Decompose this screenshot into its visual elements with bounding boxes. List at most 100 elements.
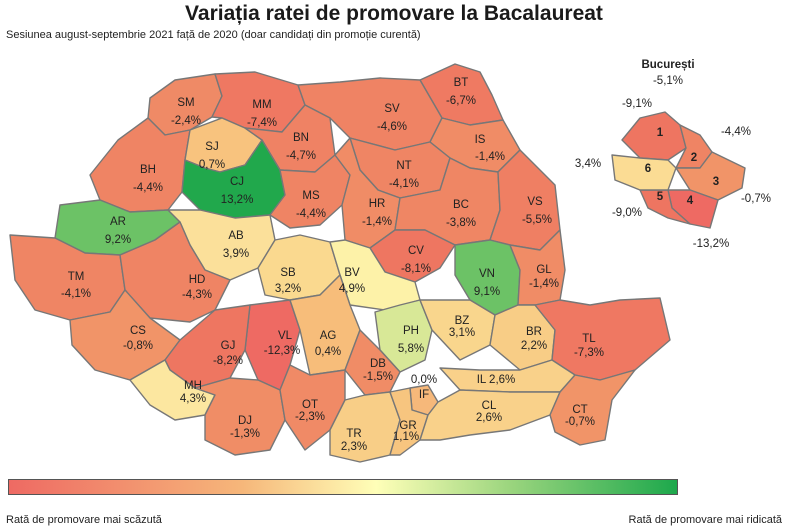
bucharest-title: București xyxy=(641,59,694,71)
county-code-gj: GJ xyxy=(221,340,236,352)
county-code-cs: CS xyxy=(130,325,146,337)
bucharest-total: -5,1% xyxy=(653,75,683,87)
county-value-nt: -4,1% xyxy=(389,178,419,190)
county-code-ph: PH xyxy=(403,325,419,337)
county-value-ph: 5,8% xyxy=(398,343,424,355)
county-value-ag: 0,4% xyxy=(315,346,341,358)
county-value-sb: 3,2% xyxy=(275,283,301,295)
county-value-gj: -8,2% xyxy=(213,355,243,367)
county-value-ms: -4,4% xyxy=(296,208,326,220)
county-value-sj: 0,7% xyxy=(199,159,225,171)
county-code-ab: AB xyxy=(228,230,244,242)
sector-number-3: 3 xyxy=(713,176,719,188)
county-value-sm: -2,4% xyxy=(171,115,201,127)
county-value-cv: -8,1% xyxy=(401,263,431,275)
county-code-ar: AR xyxy=(110,216,126,228)
county-value-gl: -1,4% xyxy=(529,278,559,290)
county-value-hr: -1,4% xyxy=(362,216,392,228)
county-value-is: -1,4% xyxy=(475,151,505,163)
county-value-cj: 13,2% xyxy=(221,194,254,206)
county-code-vs: VS xyxy=(527,196,543,208)
county-value-hd: -4,3% xyxy=(182,289,212,301)
bucharest-inset: București -5,1% 1 -9,1% 2 -4,4% 3 -0,7% 4 -13,2% 5… xyxy=(575,59,771,250)
sector-value-1: -9,1% xyxy=(622,98,652,110)
county-value-bn: -4,7% xyxy=(286,150,316,162)
county-code-dj: DJ xyxy=(238,415,252,427)
county-code-bv: BV xyxy=(344,267,360,279)
county-code-ag: AG xyxy=(320,330,337,342)
sector-value-6: 3,4% xyxy=(575,158,601,170)
county-code-mh: MH xyxy=(184,380,202,392)
sector-number-6: 6 xyxy=(645,163,651,175)
county-code-tl: TL xyxy=(582,333,596,345)
county-code-mm: MM xyxy=(252,99,271,111)
county-value-cl: 2,6% xyxy=(476,412,502,424)
county-value-cs: -0,8% xyxy=(123,340,153,352)
sector-value-2: -4,4% xyxy=(721,126,751,138)
county-value-ct: -0,7% xyxy=(565,416,595,428)
county-tl xyxy=(534,297,671,381)
sector-value-5: -9,0% xyxy=(612,207,642,219)
sector-number-4: 4 xyxy=(687,195,694,207)
county-regions xyxy=(9,63,671,463)
sector-number-5: 5 xyxy=(657,191,664,203)
county-code-bn: BN xyxy=(293,132,309,144)
county-code-hd: HD xyxy=(189,274,206,286)
sector-number-1: 1 xyxy=(657,127,664,139)
county-value-vn: 9,1% xyxy=(474,286,500,298)
county-value-bz: 3,1% xyxy=(449,327,475,339)
county-code-ct: CT xyxy=(572,404,587,416)
county-value-vs: -5,5% xyxy=(522,214,552,226)
county-code-br: BR xyxy=(526,326,542,338)
county-value-bc: -3,8% xyxy=(446,217,476,229)
sector-value-3: -0,7% xyxy=(741,193,771,205)
county-value-ab: 3,9% xyxy=(223,248,249,260)
county-code-bh: BH xyxy=(140,164,156,176)
county-code-cv: CV xyxy=(408,245,424,257)
county-code-hr: HR xyxy=(369,198,386,210)
county-code-ms: MS xyxy=(302,190,320,202)
county-value-dj: -1,3% xyxy=(230,428,260,440)
sector-number-2: 2 xyxy=(691,152,697,164)
county-value-mm: -7,4% xyxy=(247,117,277,129)
county-value-gr: 1,1% xyxy=(393,431,419,443)
county-value-tm: -4,1% xyxy=(61,288,91,300)
county-ct xyxy=(549,369,636,446)
county-code-bc: BC xyxy=(453,199,469,211)
county-code-sm: SM xyxy=(177,97,194,109)
county-label-il: IL 2,6% xyxy=(477,374,516,386)
map-subtitle: Sesiunea august-septembrie 2021 față de … xyxy=(6,29,421,41)
map-title: Variația ratei de promovare la Bacalaure… xyxy=(185,2,603,25)
county-value-db: -1,5% xyxy=(363,371,393,383)
county-dj xyxy=(194,377,286,456)
county-code-nt: NT xyxy=(396,160,411,172)
legend-low-label: Rată de promovare mai scăzută xyxy=(6,514,162,526)
county-value-bh: -4,4% xyxy=(133,182,163,194)
county-code-bt: BT xyxy=(454,77,469,89)
county-code-cj: CJ xyxy=(230,176,244,188)
county-code-gl: GL xyxy=(536,264,552,276)
county-code-sv: SV xyxy=(384,103,400,115)
county-code-vl: VL xyxy=(278,330,293,342)
sector-1 xyxy=(621,111,687,161)
legend-high-label: Rată de promovare mai ridicată xyxy=(628,514,782,526)
legend-color-bar xyxy=(8,479,678,495)
county-value-tr: 2,3% xyxy=(341,441,367,453)
county-value-tl: -7,3% xyxy=(574,347,604,359)
county-code-is: IS xyxy=(475,134,486,146)
county-value-sv: -4,6% xyxy=(377,121,407,133)
county-value-ot: -2,3% xyxy=(295,411,325,423)
county-code-vn: VN xyxy=(479,268,495,280)
county-code-db: DB xyxy=(370,358,386,370)
county-value-bt: -6,7% xyxy=(446,95,476,107)
county-code-gr: GR xyxy=(399,420,416,432)
county-code-ot: OT xyxy=(302,399,318,411)
county-value-mh: 4,3% xyxy=(180,393,206,405)
county-code-cl: CL xyxy=(482,400,497,412)
sector-6 xyxy=(611,154,677,191)
county-value-ar: 9,2% xyxy=(105,234,131,246)
county-value-br: 2,2% xyxy=(521,340,547,352)
county-value-bv: 4,9% xyxy=(339,283,365,295)
county-code-bz: BZ xyxy=(455,315,470,327)
